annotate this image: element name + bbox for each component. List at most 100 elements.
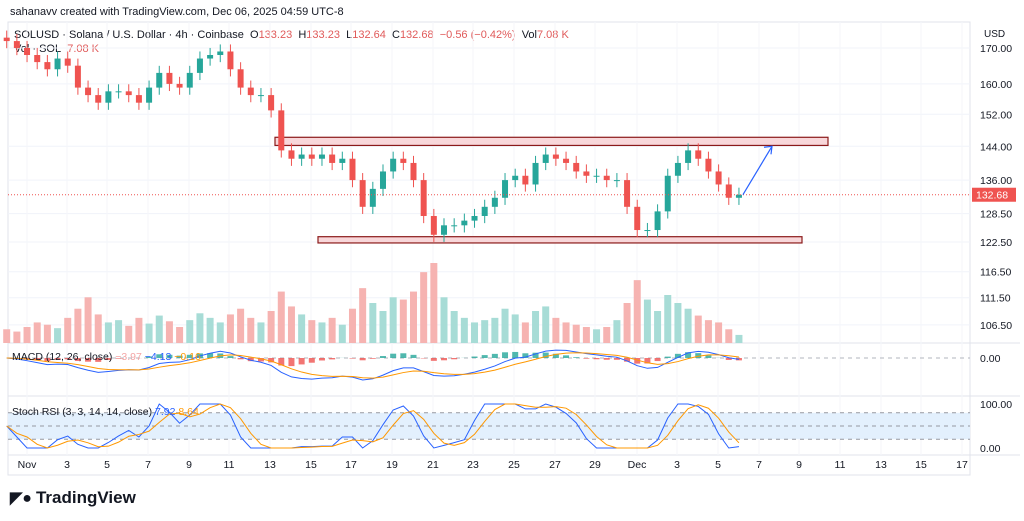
macd-histogram-bar bbox=[573, 357, 580, 358]
candle-body bbox=[390, 158, 397, 172]
macd-histogram-bar bbox=[471, 356, 478, 358]
volume-bar bbox=[552, 317, 560, 343]
high-value: 133.23 bbox=[306, 29, 340, 41]
macd-histogram-bar bbox=[563, 355, 570, 358]
volume-bar bbox=[664, 295, 672, 343]
candle-body bbox=[54, 58, 61, 70]
price-tick-label: 136.00 bbox=[980, 175, 1012, 187]
x-tick-label: 25 bbox=[508, 459, 520, 471]
chart-credit: sahanavv created with TradingView.com, D… bbox=[10, 6, 344, 18]
macd-histogram-bar bbox=[644, 358, 651, 364]
volume-bar bbox=[410, 291, 417, 343]
candle-body bbox=[34, 55, 41, 63]
candle-body bbox=[461, 220, 468, 226]
candle-body bbox=[481, 206, 488, 216]
candle-body bbox=[3, 37, 10, 42]
candle-body bbox=[257, 95, 264, 97]
vol-value: 7.08 K bbox=[536, 29, 569, 41]
low-label: L bbox=[346, 29, 353, 41]
candle-body bbox=[186, 72, 193, 88]
macd-histogram-bar bbox=[207, 353, 214, 358]
macd-histogram-bar bbox=[64, 358, 71, 360]
volume-bar bbox=[542, 306, 550, 343]
candle-body bbox=[207, 55, 214, 59]
stoch-legend: Stoch RSI (3, 3, 14, 14, close) 7.92 8.6… bbox=[12, 406, 199, 418]
macd-histogram-bar bbox=[44, 358, 51, 361]
macd-histogram-bar bbox=[634, 358, 641, 364]
volume-bar bbox=[389, 297, 397, 343]
macd-histogram-bar bbox=[583, 358, 590, 359]
x-tick-label: 21 bbox=[427, 459, 439, 471]
candle-body bbox=[156, 72, 163, 88]
x-tick-label: 11 bbox=[224, 459, 235, 471]
macd-histogram-bar bbox=[430, 358, 437, 361]
volume-bar bbox=[481, 320, 489, 343]
candle-body bbox=[491, 197, 498, 207]
volume-bar bbox=[237, 308, 245, 343]
candle-body bbox=[441, 225, 448, 235]
x-tick-label: 23 bbox=[467, 459, 479, 471]
symbol-name[interactable]: SOLUSD · Solana / U.S. Dollar · 4h · Coi… bbox=[14, 29, 244, 41]
volume-bar bbox=[257, 322, 265, 343]
candle-body bbox=[644, 230, 651, 232]
volume-bar bbox=[460, 317, 468, 343]
candle-body bbox=[105, 91, 112, 103]
x-tick-label: 9 bbox=[186, 459, 192, 471]
macd-histogram-bar bbox=[502, 352, 509, 358]
last-price-label: 132.68 bbox=[976, 190, 1008, 202]
macd-histogram-bar bbox=[186, 354, 193, 358]
candle-body bbox=[64, 58, 71, 66]
macd-histogram-bar bbox=[95, 358, 102, 362]
candle-body bbox=[471, 215, 478, 221]
volume-bar bbox=[532, 311, 540, 343]
macd-histogram-bar bbox=[390, 353, 397, 358]
macd-histogram-bar bbox=[542, 352, 549, 358]
candle-body bbox=[288, 150, 295, 159]
chart-canvas[interactable]: 170.00160.00152.00144.00136.00128.50122.… bbox=[0, 0, 1024, 480]
volume-bar bbox=[450, 311, 458, 343]
candle-body bbox=[613, 180, 620, 182]
candle-body bbox=[95, 95, 102, 103]
macd-histogram-bar bbox=[379, 356, 386, 358]
macd-histogram-bar bbox=[349, 358, 356, 359]
candle-body bbox=[532, 162, 539, 185]
price-tick-label: 152.00 bbox=[980, 109, 1012, 121]
volume-bar bbox=[603, 327, 611, 343]
macd-histogram-bar bbox=[512, 351, 519, 358]
macd-histogram-bar bbox=[156, 354, 163, 358]
macd-histogram-bar bbox=[624, 358, 631, 362]
symbol-legend: SOLUSD · Solana / U.S. Dollar · 4h · Coi… bbox=[14, 29, 569, 41]
candle-body bbox=[24, 48, 31, 56]
volume-bar bbox=[613, 320, 621, 343]
volume-bar bbox=[491, 317, 499, 343]
macd-histogram-bar bbox=[674, 353, 681, 358]
volume-bar bbox=[226, 314, 234, 343]
candle-body bbox=[166, 72, 173, 84]
x-tick-label: Nov bbox=[18, 459, 37, 471]
volume-bar bbox=[704, 320, 712, 343]
volume-bar bbox=[562, 322, 570, 343]
candle-body bbox=[339, 158, 346, 163]
volume-bar bbox=[654, 311, 662, 343]
projection-arrow bbox=[742, 145, 773, 196]
x-tick-label: 17 bbox=[345, 459, 357, 471]
volume-bar bbox=[359, 288, 367, 343]
macd-histogram-bar bbox=[308, 358, 315, 363]
last-price-badge bbox=[972, 187, 1016, 202]
candle-body bbox=[674, 162, 681, 176]
candle-body bbox=[379, 171, 386, 189]
price-tick-label: 116.50 bbox=[980, 267, 1011, 279]
macd-histogram-bar bbox=[410, 354, 417, 358]
close-label: C bbox=[391, 29, 400, 41]
macd-histogram-bar bbox=[603, 358, 610, 360]
x-tick-label: Dec bbox=[628, 459, 647, 471]
candle-body bbox=[369, 188, 376, 207]
volume-bar bbox=[216, 322, 224, 343]
macd-histogram-bar bbox=[176, 355, 183, 358]
volume-bar bbox=[206, 317, 214, 343]
candle-body bbox=[115, 91, 122, 93]
price-tick-label: 144.00 bbox=[980, 141, 1012, 153]
candle-body bbox=[634, 206, 641, 231]
tradingview-logo[interactable]: ◤● TradingView bbox=[10, 488, 136, 508]
price-tick-label: 122.50 bbox=[980, 237, 1012, 249]
